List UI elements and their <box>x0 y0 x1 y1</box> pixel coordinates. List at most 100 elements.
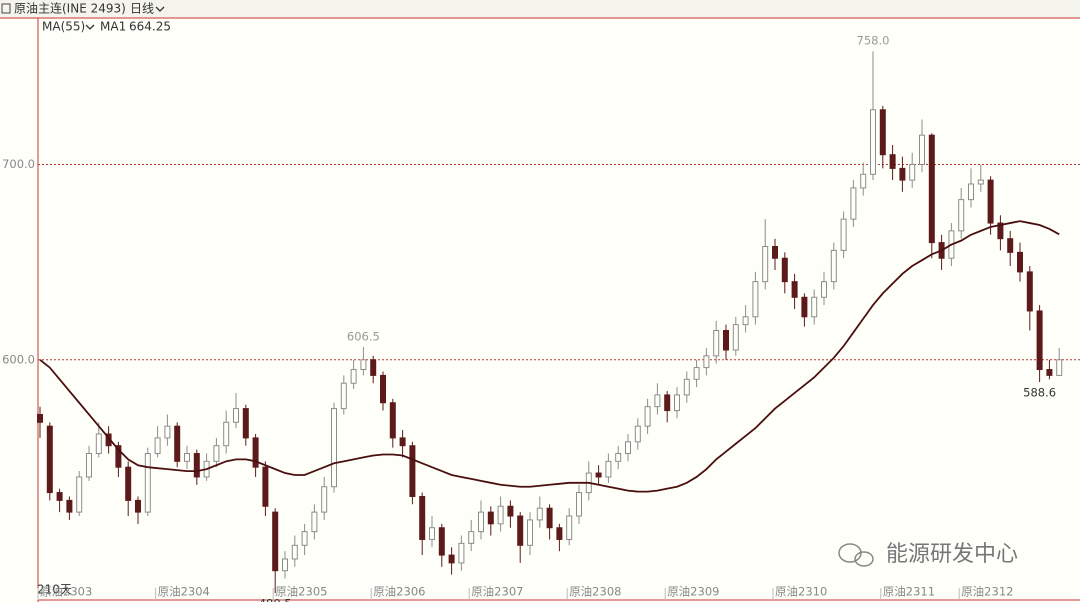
candle-body <box>213 445 220 462</box>
candle-body <box>664 394 671 412</box>
candle-body <box>821 281 827 298</box>
candle-body <box>95 433 102 455</box>
candle-body <box>331 408 337 488</box>
candle-body <box>615 453 622 462</box>
candle-body <box>399 437 406 447</box>
candle-body <box>125 466 132 501</box>
candle-body <box>370 359 377 376</box>
y-tick-label: 600.0 <box>2 352 35 366</box>
candle-body <box>566 515 573 540</box>
checkbox-icon[interactable] <box>1 3 11 14</box>
candle-body <box>174 425 181 462</box>
candle-body <box>497 505 504 525</box>
candle-body <box>76 476 83 513</box>
candle-body <box>193 453 200 478</box>
indicator[interactable]: MA(55) <box>42 20 85 34</box>
candle-body <box>507 505 514 517</box>
candle-body <box>889 154 896 169</box>
candle-body <box>252 437 259 468</box>
candle-body <box>282 558 288 572</box>
watermark: 能源研发中心 <box>838 542 1018 567</box>
dropdown-arrow[interactable] <box>85 24 95 30</box>
x-tick-label: 原油2306 <box>373 585 425 599</box>
candle-body <box>478 511 484 533</box>
candle-body <box>389 402 396 439</box>
candle-body <box>262 466 269 507</box>
candle-body <box>899 167 906 181</box>
candle-body <box>919 134 925 165</box>
x-tick-label: 原油2307 <box>471 585 523 599</box>
candle-body <box>1026 271 1033 312</box>
candle-body <box>742 316 749 326</box>
candle-body <box>987 179 994 224</box>
candle-body <box>625 441 631 455</box>
wechat-icon <box>838 543 862 563</box>
candle-body <box>703 355 710 369</box>
candle-body <box>291 544 298 560</box>
candle-body <box>321 486 328 513</box>
candle-body <box>468 531 475 544</box>
candle-body <box>811 296 818 318</box>
candle-body <box>879 109 886 156</box>
candle-body <box>762 246 769 283</box>
candle-body <box>536 507 543 521</box>
candle-body <box>135 499 141 513</box>
x-tick-label: 原油2312 <box>961 585 1013 599</box>
candle-body <box>752 281 759 318</box>
candle-body <box>380 374 386 404</box>
header-bar <box>0 0 1080 18</box>
ma-value: 664.25 <box>129 20 171 34</box>
candle-body <box>86 453 92 478</box>
candle-body <box>732 324 739 351</box>
candle-body <box>644 406 651 427</box>
candle-body <box>46 425 53 494</box>
x-tick-label: 原油2311 <box>883 585 935 599</box>
wechat-icon <box>854 551 874 567</box>
candle-body <box>997 222 1004 240</box>
candle-body <box>301 531 308 546</box>
candle-body <box>360 359 367 371</box>
candle-body <box>772 246 778 259</box>
candle-body <box>605 460 612 478</box>
candle-body <box>350 369 357 384</box>
price-annotation: 606.5 <box>347 330 380 344</box>
candle-body <box>429 527 435 540</box>
candle-body <box>487 511 494 525</box>
dropdown-arrow[interactable] <box>155 6 165 12</box>
candle-body <box>693 367 700 380</box>
candle-body <box>1056 359 1063 376</box>
candle-body <box>419 495 426 540</box>
price-annotation: 588.6 <box>1023 386 1056 400</box>
x-tick-label: 原油2310 <box>775 585 827 599</box>
candle-body <box>340 382 347 410</box>
candle-body <box>683 378 690 396</box>
chart-title: 原油主连(INE 2493) <box>14 1 126 16</box>
candle-body <box>1036 310 1043 371</box>
candle-body <box>860 173 867 189</box>
candle-body <box>634 425 641 443</box>
price-annotation: 758.0 <box>857 34 890 48</box>
candle-body <box>576 492 582 517</box>
candle-body <box>1017 251 1023 273</box>
candle-body <box>840 218 847 251</box>
candle-body <box>1046 369 1053 376</box>
candle-body <box>791 281 798 298</box>
candle-body <box>144 453 151 513</box>
candle-body <box>850 187 857 220</box>
price-annotation: 480.5 <box>259 597 292 602</box>
candle-body <box>781 257 788 283</box>
candle-body <box>448 554 455 564</box>
candle-body <box>928 134 935 244</box>
candle-body <box>154 437 161 455</box>
candle-body <box>272 511 279 572</box>
candle-body <box>977 179 984 185</box>
period[interactable]: 日线 <box>130 2 154 16</box>
candle-body <box>184 453 190 462</box>
candle-body <box>674 394 680 412</box>
candle-body <box>242 408 249 439</box>
candle-body <box>909 163 916 181</box>
candle-body <box>233 408 239 423</box>
candle-body <box>164 425 171 439</box>
